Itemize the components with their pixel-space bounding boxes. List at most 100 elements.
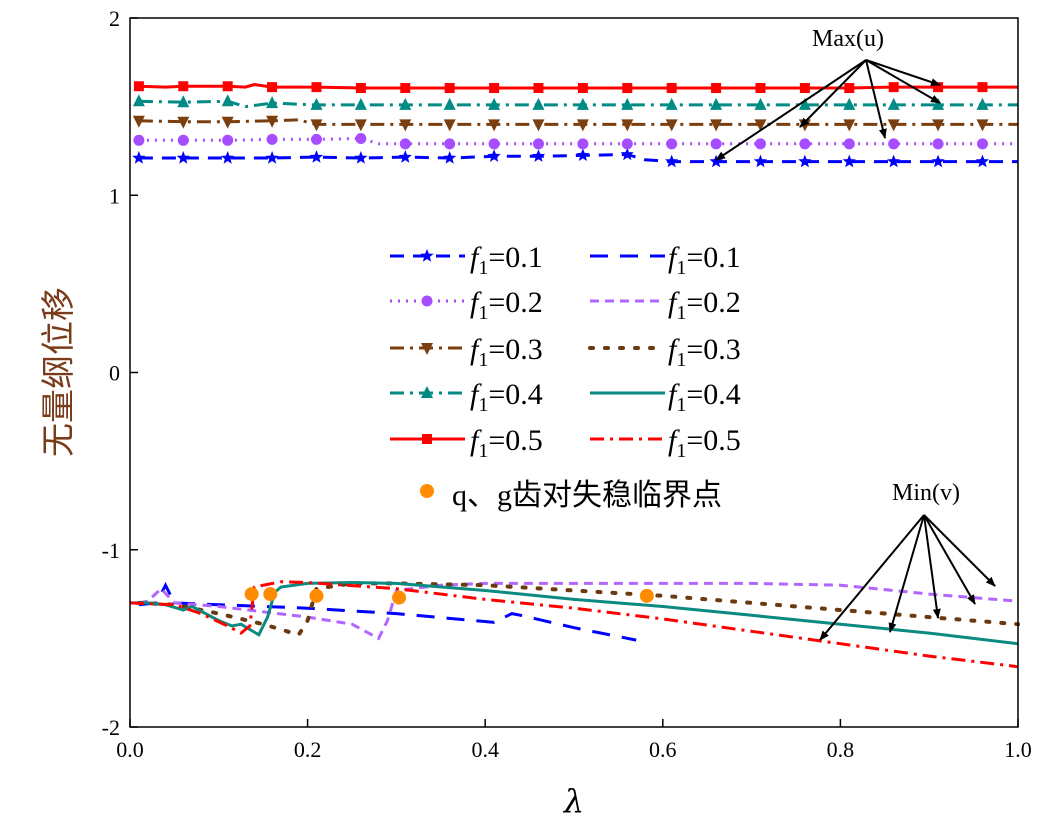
data-point-marker bbox=[710, 97, 723, 110]
x-tick-label: 0.8 bbox=[827, 737, 855, 762]
data-point-marker bbox=[933, 82, 944, 93]
data-point-marker bbox=[222, 81, 233, 92]
legend-eq: =0.2 bbox=[488, 286, 542, 319]
data-point-marker bbox=[666, 138, 678, 150]
legend-entry: f1=0.4 bbox=[590, 378, 741, 416]
data-point-marker bbox=[443, 119, 456, 132]
data-point-marker bbox=[887, 97, 900, 110]
legend-sub: 1 bbox=[478, 349, 488, 371]
legend-marker bbox=[421, 386, 433, 398]
legend-eq: =0.1 bbox=[488, 241, 542, 274]
legend-sub: 1 bbox=[478, 302, 488, 324]
y-tick-label: -2 bbox=[102, 715, 120, 740]
legend-marker bbox=[421, 295, 433, 307]
legend-eq: =0.4 bbox=[686, 378, 740, 411]
data-point-marker bbox=[267, 82, 278, 93]
legend-eq: =0.3 bbox=[488, 333, 542, 366]
data-point-marker bbox=[888, 138, 900, 150]
data-point-marker bbox=[844, 83, 855, 94]
data-point-marker bbox=[354, 97, 367, 110]
legend-label: f1=0.2 bbox=[470, 286, 543, 324]
data-point-marker bbox=[621, 138, 633, 150]
data-point-marker bbox=[178, 81, 189, 92]
legend-entry: f1=0.1 bbox=[390, 241, 543, 279]
data-point-marker bbox=[531, 149, 546, 162]
legend-entry: f1=0.4 bbox=[390, 378, 543, 416]
data-point-marker bbox=[133, 134, 145, 146]
data-point-marker bbox=[532, 119, 545, 132]
data-point-marker bbox=[221, 94, 234, 107]
data-point-marker bbox=[976, 119, 989, 132]
data-point-marker bbox=[843, 119, 856, 132]
legend-eq: =0.1 bbox=[686, 241, 740, 274]
data-point-marker bbox=[222, 134, 234, 146]
data-point-marker bbox=[489, 83, 500, 94]
legend-sub: 1 bbox=[478, 440, 488, 462]
legend: f1=0.1 f1=0.2 f1=0.3 f1=0.4 f1=0.5 f1=0.1 f1=0… bbox=[390, 241, 741, 512]
x-tick-label: 0.6 bbox=[649, 737, 677, 762]
legend-label: f1=0.4 bbox=[470, 378, 543, 416]
data-point-marker bbox=[266, 133, 278, 145]
data-point-marker bbox=[221, 116, 234, 129]
y-tick-label: -1 bbox=[102, 538, 120, 563]
series-line bbox=[138, 82, 1018, 90]
x-axis-label: λ bbox=[562, 782, 584, 820]
legend-eq: =0.3 bbox=[686, 333, 740, 366]
data-point-marker bbox=[842, 154, 856, 168]
annotation-arrow bbox=[923, 514, 976, 605]
legend-label: f1=0.2 bbox=[668, 286, 741, 324]
legend-entry: f1=0.1 bbox=[590, 241, 741, 279]
data-point-marker bbox=[355, 133, 367, 145]
series-line bbox=[138, 118, 1018, 126]
legend-eq: =0.5 bbox=[488, 424, 542, 457]
legend-sub: 1 bbox=[676, 257, 686, 279]
data-point-marker bbox=[309, 150, 324, 163]
data-point-marker bbox=[754, 119, 767, 132]
legend-sub: 1 bbox=[478, 257, 488, 279]
data-point-marker bbox=[799, 83, 810, 94]
series-min-v-f102 bbox=[138, 581, 1019, 641]
data-point-marker bbox=[977, 82, 988, 93]
data-point-marker bbox=[711, 83, 722, 94]
annotation-max-u: Max(u) bbox=[812, 26, 884, 52]
data-point-marker bbox=[620, 147, 634, 161]
series-line bbox=[138, 581, 1019, 641]
legend-label: f1=0.4 bbox=[668, 378, 741, 416]
x-tick-label: 0.2 bbox=[294, 737, 322, 762]
data-point-marker bbox=[354, 119, 367, 132]
y-axis-label: 无量纲位移 bbox=[39, 287, 79, 457]
series-max-u-f104 bbox=[132, 94, 1018, 110]
data-point-marker bbox=[843, 97, 856, 110]
data-point-marker bbox=[310, 133, 322, 145]
data-point-marker bbox=[310, 119, 323, 132]
data-point-marker bbox=[354, 151, 368, 164]
annotation-arrow bbox=[865, 59, 887, 139]
critical-point bbox=[263, 587, 278, 602]
series-line bbox=[138, 152, 1018, 164]
data-point-marker bbox=[931, 154, 945, 168]
legend-eq: =0.2 bbox=[686, 286, 740, 319]
legend-entry: f1=0.2 bbox=[590, 286, 741, 324]
data-point-marker bbox=[444, 83, 455, 94]
annotation-arrow bbox=[819, 514, 925, 641]
legend-eq: =0.4 bbox=[488, 378, 542, 411]
series-min-v-f105 bbox=[129, 580, 1019, 669]
legend-eq: =0.5 bbox=[686, 424, 740, 457]
data-point-marker bbox=[621, 97, 634, 110]
data-point-marker bbox=[887, 154, 901, 168]
y-tick-label: 2 bbox=[109, 6, 120, 31]
data-point-marker bbox=[266, 96, 279, 109]
legend-entry: f1=0.2 bbox=[390, 286, 543, 324]
data-point-marker bbox=[399, 119, 412, 132]
data-point-marker bbox=[577, 138, 589, 150]
data-point-marker bbox=[576, 97, 589, 110]
data-point-marker bbox=[399, 97, 412, 110]
data-point-marker bbox=[753, 154, 768, 168]
data-point-marker bbox=[221, 151, 235, 164]
data-point-marker bbox=[798, 97, 811, 110]
x-tick-label: 0.0 bbox=[116, 737, 144, 762]
data-point-marker bbox=[444, 138, 456, 150]
y-tick-label: 1 bbox=[109, 183, 120, 208]
data-point-marker bbox=[887, 119, 900, 132]
